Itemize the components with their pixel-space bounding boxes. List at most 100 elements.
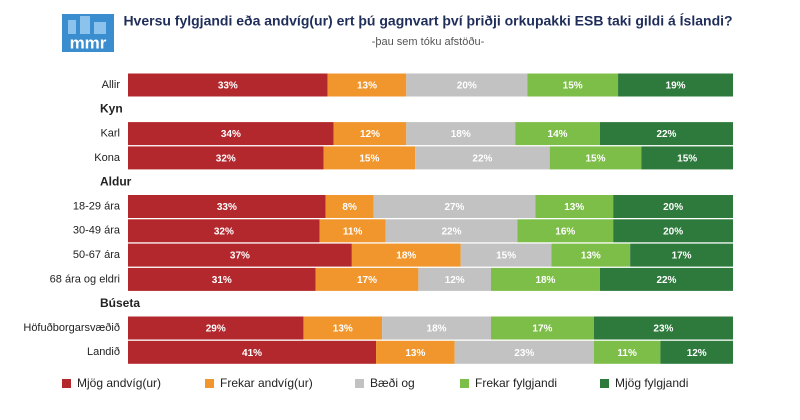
value-label: 27%	[444, 202, 464, 213]
bar-segment	[128, 195, 326, 218]
group-label: Kyn	[100, 101, 123, 115]
bar-segment	[128, 146, 324, 170]
value-label: 22%	[472, 154, 492, 165]
bar-segment	[599, 267, 733, 291]
value-label: 13%	[357, 81, 377, 92]
chart-subtitle: -þau sem tóku afstöðu-	[372, 36, 485, 48]
value-label: 22%	[656, 129, 676, 140]
legend-label: Mjög fylgjandi	[615, 376, 688, 390]
bar-segment	[613, 219, 733, 243]
bar-segment	[128, 340, 377, 364]
category-label: Kona	[94, 152, 121, 164]
value-label: 31%	[212, 275, 232, 286]
value-label: 20%	[457, 81, 477, 92]
value-label: 15%	[563, 81, 583, 92]
logo: mmr	[62, 14, 114, 52]
value-label: 23%	[514, 348, 534, 359]
chart-title: Hversu fylgjandi eða andvíg(ur) ert þú g…	[123, 13, 732, 29]
bar-segment	[128, 73, 328, 97]
value-label: 12%	[445, 275, 465, 286]
value-label: 13%	[564, 202, 584, 213]
bar-segment	[128, 316, 304, 340]
value-label: 17%	[672, 251, 692, 262]
value-label: 32%	[216, 154, 236, 165]
category-label: Höfuðborgarsvæðið	[23, 322, 120, 334]
bar-segment	[325, 195, 374, 218]
value-label: 17%	[357, 275, 377, 286]
logo-building	[80, 16, 90, 34]
value-label: 15%	[677, 154, 697, 165]
bar-segment	[630, 243, 733, 267]
value-label: 22%	[656, 275, 676, 286]
bar-segment	[454, 340, 594, 364]
value-label: 14%	[548, 129, 568, 140]
category-label: Landið	[87, 346, 120, 358]
value-label: 29%	[206, 324, 226, 335]
legend-swatch	[600, 379, 609, 388]
value-label: 18%	[396, 251, 416, 262]
bar-segment	[376, 340, 455, 364]
group-label: Aldur	[100, 174, 132, 188]
bar-segment	[551, 243, 631, 267]
value-label: 15%	[496, 251, 516, 262]
value-label: 17%	[532, 324, 552, 335]
value-label: 8%	[342, 202, 357, 213]
bar-segment	[373, 195, 536, 218]
category-label: 68 ára og eldri	[50, 273, 120, 285]
logo-building	[94, 22, 106, 34]
value-label: 37%	[230, 251, 250, 262]
category-label: Karl	[100, 128, 120, 140]
value-label: 23%	[653, 324, 673, 335]
category-label: Allir	[102, 79, 121, 91]
value-label: 19%	[666, 81, 686, 92]
value-label: 15%	[359, 154, 379, 165]
bar-segment	[128, 243, 352, 267]
value-label: 34%	[221, 129, 241, 140]
legend-swatch	[62, 379, 71, 388]
bar-segment	[517, 219, 614, 243]
bar-segment	[128, 219, 320, 243]
bar-segment	[315, 267, 419, 291]
bar-segment	[660, 340, 733, 364]
bar-segment	[351, 243, 461, 267]
bar-segment	[515, 122, 600, 146]
legend-swatch	[355, 379, 364, 388]
value-label: 15%	[585, 154, 605, 165]
bar-segment	[641, 146, 733, 170]
bar-segment	[327, 73, 407, 97]
legend-label: Frekar andvíg(ur)	[220, 376, 313, 390]
bar-segment	[418, 267, 491, 291]
value-label: 13%	[405, 348, 425, 359]
legend-swatch	[205, 379, 214, 388]
bar-segment	[491, 316, 594, 340]
category-label: 50-67 ára	[73, 249, 121, 261]
value-label: 32%	[214, 226, 234, 237]
value-label: 18%	[427, 324, 447, 335]
value-label: 11%	[617, 348, 637, 359]
value-label: 41%	[242, 348, 262, 359]
value-label: 16%	[555, 226, 575, 237]
group-label: Búseta	[100, 296, 140, 310]
logo-building	[68, 20, 76, 34]
value-label: 33%	[218, 81, 238, 92]
value-label: 13%	[333, 324, 353, 335]
bar-segment	[406, 73, 528, 97]
bar-segment	[128, 267, 316, 291]
bar-segment	[613, 195, 733, 218]
legend-label: Bæði og	[370, 376, 415, 390]
bar-segment	[618, 73, 733, 97]
value-label: 22%	[441, 226, 461, 237]
value-label: 18%	[535, 275, 555, 286]
logo-text: mmr	[70, 33, 107, 52]
bar-segment	[593, 340, 661, 364]
value-label: 20%	[663, 226, 683, 237]
bar-segment	[460, 243, 552, 267]
bar-segment	[549, 146, 642, 170]
bar-segment	[599, 122, 733, 146]
value-label: 13%	[581, 251, 601, 262]
bar-segment	[323, 146, 416, 170]
value-label: 18%	[451, 129, 471, 140]
bar-segment	[415, 146, 550, 170]
value-label: 20%	[663, 202, 683, 213]
